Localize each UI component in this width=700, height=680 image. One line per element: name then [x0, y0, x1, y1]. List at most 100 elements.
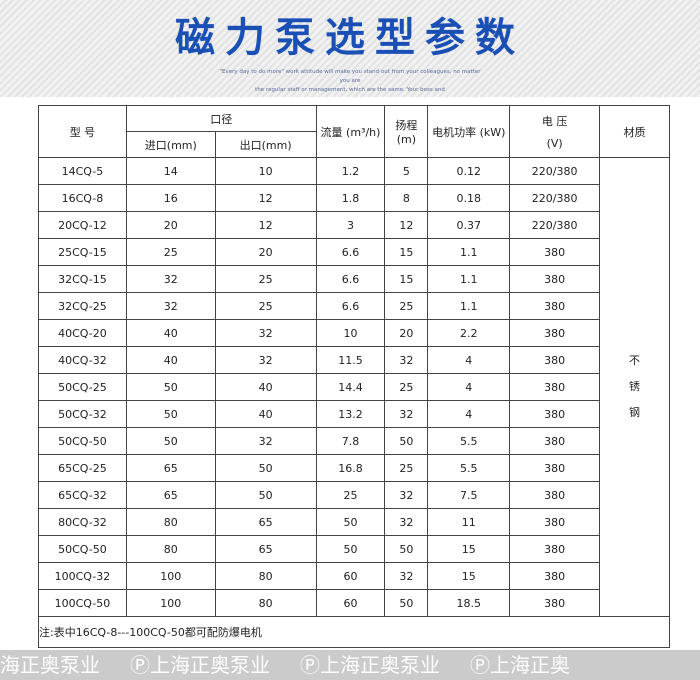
table-cell: 25: [384, 454, 429, 482]
table-cell: 12: [384, 211, 429, 239]
table-cell: 65: [214, 535, 317, 563]
header-banner: 磁力泵选型参数 "Every day to do more" work atti…: [0, 0, 700, 97]
table-cell: 4: [427, 400, 511, 428]
table-cell: 380: [509, 562, 601, 590]
table-cell: 380: [509, 319, 601, 347]
table-cell: 50: [214, 481, 317, 509]
table-row: 40CQ-32 40 32 11.5 32 4 380: [38, 346, 670, 374]
table-cell: 50: [384, 589, 429, 617]
table-cell: 65CQ-25: [38, 454, 127, 482]
table-cell: 25: [214, 265, 317, 293]
table-cell: 6.6: [315, 265, 386, 293]
subtitle-line: "Every day to do more" work attitude wil…: [219, 69, 481, 84]
table-cell: 380: [509, 427, 601, 455]
table-cell: 32: [214, 319, 317, 347]
table-cell: 25: [125, 238, 216, 266]
table-cell: 220/380: [509, 211, 601, 239]
table-cell: 20: [384, 319, 429, 347]
table-cell: 32: [384, 346, 429, 374]
table-note: 注:表中16CQ-8---100CQ-50都可配防爆电机: [38, 616, 670, 648]
table-cell: 380: [509, 400, 601, 428]
table-cell: 380: [509, 346, 601, 374]
table-row: 80CQ-32 80 65 50 32 11 380: [38, 508, 670, 536]
table-cell: 16.8: [315, 454, 386, 482]
subtitle: "Every day to do more" work attitude wil…: [0, 68, 700, 95]
table-row: 40CQ-20 40 32 10 20 2.2 380: [38, 319, 670, 347]
table-cell: 380: [509, 535, 601, 563]
table-cell: 6.6: [315, 238, 386, 266]
header-flow: 流量 (m³/h): [315, 105, 386, 158]
table-cell: 40: [125, 346, 216, 374]
table-cell: 2.2: [427, 319, 511, 347]
table-cell: 0.12: [427, 157, 511, 185]
table-cell: 1.1: [427, 265, 511, 293]
table-cell: 11: [427, 508, 511, 536]
header-outlet: 出口(mm): [214, 131, 317, 158]
header-voltage: 电 压 (V): [509, 105, 601, 158]
table-cell: 15: [384, 265, 429, 293]
watermark-text: Ⓟ上海正奥: [470, 653, 570, 677]
table-cell: 25: [384, 292, 429, 320]
table-cell: 5: [384, 157, 429, 185]
table-cell: 15: [427, 562, 511, 590]
table-cell: 50: [125, 373, 216, 401]
table-cell: 32: [214, 427, 317, 455]
watermark-text: Ⓟ上海正奥泵业: [130, 653, 270, 677]
table-cell: 1.8: [315, 184, 386, 212]
table-cell: 18.5: [427, 589, 511, 617]
table-cell: 5.5: [427, 454, 511, 482]
table-cell: 12: [214, 184, 317, 212]
table-cell: 100: [125, 589, 216, 617]
table-cell: 220/380: [509, 184, 601, 212]
table-cell: 16: [125, 184, 216, 212]
table-row: 16CQ-8 16 12 1.8 8 0.18 220/380: [38, 184, 670, 212]
table-cell: 80: [214, 589, 317, 617]
material-cell: 不 锈 钢: [599, 157, 670, 617]
table-cell: 50: [384, 535, 429, 563]
table-cell: 15: [427, 535, 511, 563]
table-cell: 50: [315, 508, 386, 536]
table-cell: 40CQ-20: [38, 319, 127, 347]
watermark-text: Ⓟ上海正奥泵业: [300, 653, 440, 677]
table-cell: 25CQ-15: [38, 238, 127, 266]
table-cell: 4: [427, 346, 511, 374]
table-cell: 80: [125, 535, 216, 563]
table-cell: 14.4: [315, 373, 386, 401]
table-cell: 100CQ-50: [38, 589, 127, 617]
table-cell: 4: [427, 373, 511, 401]
table-cell: 40: [214, 400, 317, 428]
voltage-unit: (V): [546, 137, 563, 150]
table-cell: 40: [125, 319, 216, 347]
table-cell: 32: [384, 400, 429, 428]
table-cell: 15: [384, 238, 429, 266]
header-power: 电机功率 (kW): [427, 105, 511, 158]
table-cell: 0.18: [427, 184, 511, 212]
table-cell: 32: [125, 265, 216, 293]
header-material: 材质: [599, 105, 670, 158]
subtitle-line: the regular staff or management, which a…: [255, 87, 445, 93]
table-cell: 50CQ-25: [38, 373, 127, 401]
table-cell: 1.2: [315, 157, 386, 185]
table-cell: 65: [125, 481, 216, 509]
table-row: 50CQ-32 50 40 13.2 32 4 380: [38, 400, 670, 428]
table-cell: 32: [125, 292, 216, 320]
table-cell: 100CQ-32: [38, 562, 127, 590]
page-title: 磁力泵选型参数: [175, 15, 525, 61]
table-cell: 50: [125, 427, 216, 455]
table-cell: 8: [384, 184, 429, 212]
table-row: 65CQ-32 65 50 25 32 7.5 380: [38, 481, 670, 509]
table-cell: 10: [315, 319, 386, 347]
table-cell: 25: [214, 292, 317, 320]
table-cell: 14CQ-5: [38, 157, 127, 185]
table-cell: 380: [509, 373, 601, 401]
table-row: 50CQ-50 80 65 50 50 15 380: [38, 535, 670, 563]
table-cell: 32CQ-15: [38, 265, 127, 293]
table-cell: 25: [315, 481, 386, 509]
table-cell: 50CQ-50: [38, 427, 127, 455]
header-model: 型 号: [38, 105, 127, 158]
table-cell: 40CQ-32: [38, 346, 127, 374]
table-row: 32CQ-15 32 25 6.6 15 1.1 380: [38, 265, 670, 293]
table-cell: 80: [214, 562, 317, 590]
table-cell: 13.2: [315, 400, 386, 428]
table-cell: 14: [125, 157, 216, 185]
